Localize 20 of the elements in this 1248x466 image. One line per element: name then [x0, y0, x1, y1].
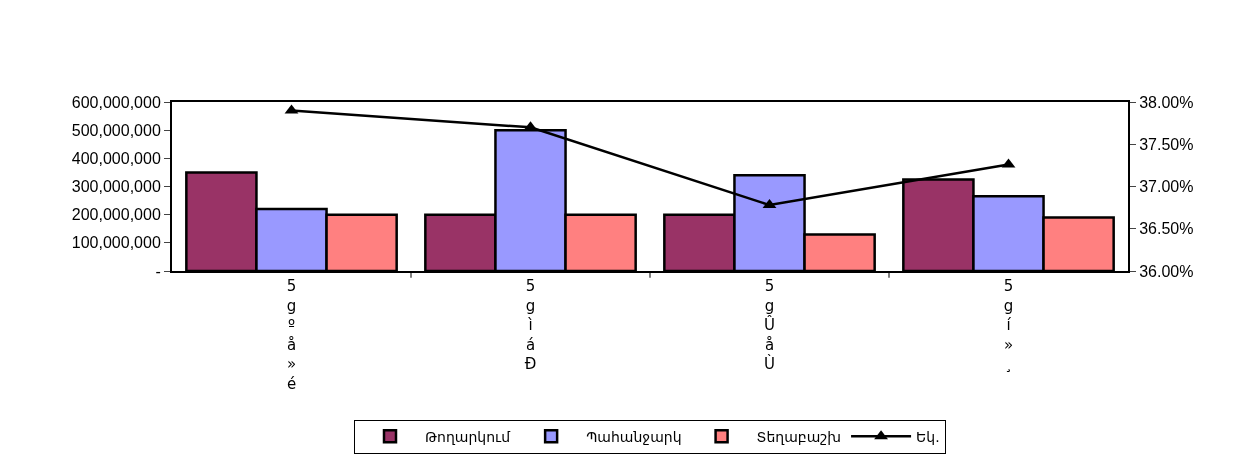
- y-tick-label: 300,000,000: [71, 178, 161, 196]
- legend-label: Թողարկում: [425, 428, 512, 445]
- y-tick-label: -: [155, 262, 161, 280]
- y-tick-label: 200,000,000: [71, 206, 161, 224]
- x-tick-label: 5gºå»é: [286, 277, 297, 393]
- y2-tick-label: 36.00%: [1139, 262, 1194, 280]
- y2-tick-label: 38.00%: [1139, 93, 1194, 111]
- y-tick-label: 500,000,000: [71, 121, 161, 139]
- legend-label: Եկ.: [916, 428, 940, 445]
- y-tick-label: 400,000,000: [71, 149, 161, 167]
- legend-label: Պահանջարկ: [586, 428, 682, 445]
- y2-tick-label: 37.50%: [1139, 135, 1194, 153]
- y2-tick-label: 36.50%: [1139, 220, 1194, 238]
- x-tick-label: 5gìáÐ: [524, 277, 537, 373]
- y2-tick-label: 37.00%: [1139, 178, 1194, 196]
- y-tick-label: 600,000,000: [71, 93, 161, 111]
- x-tick-label: 5gí»¸: [1003, 277, 1014, 373]
- y-tick-label: 100,000,000: [71, 234, 161, 252]
- x-tick-label: 5gÛåÙ: [764, 277, 775, 373]
- legend-label: Տեղաբաշխ: [756, 428, 842, 445]
